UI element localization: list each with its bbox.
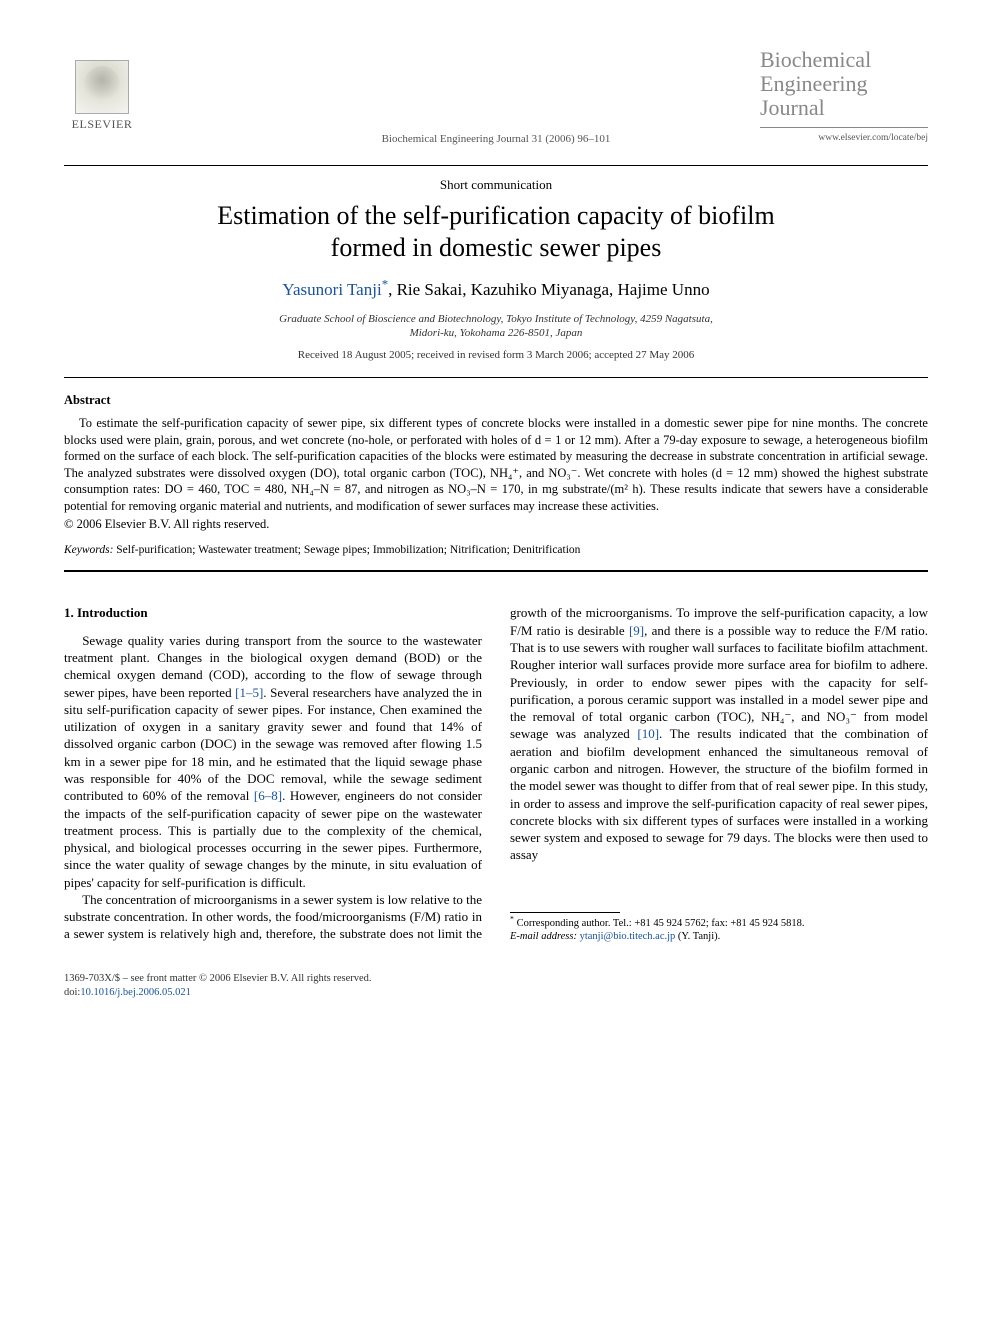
title-line: Estimation of the self-purification capa…: [217, 201, 774, 230]
text-run: . However, engineers do not consider the…: [64, 788, 482, 889]
journal-title-line: Journal: [760, 95, 825, 120]
reference-link[interactable]: [9]: [629, 623, 644, 638]
body-paragraph: Sewage quality varies during transport f…: [64, 632, 482, 891]
rule: [64, 165, 928, 166]
footnote-separator: [510, 912, 620, 913]
journal-title-line: Biochemical: [760, 47, 871, 72]
rule: [64, 570, 928, 572]
article-dates: Received 18 August 2005; received in rev…: [64, 348, 928, 363]
doi-label: doi:: [64, 987, 80, 998]
elsevier-tree-icon: [75, 60, 129, 114]
corr-marker: *: [510, 914, 514, 923]
abstract: Abstract To estimate the self-purificati…: [64, 392, 928, 533]
body: 1. Introduction Sewage quality varies du…: [64, 604, 928, 944]
email-label: E-mail address:: [510, 931, 577, 942]
reference-link[interactable]: [10]: [637, 726, 659, 741]
front-matter: 1369-703X/$ – see front matter © 2006 El…: [64, 973, 372, 984]
journal-title: Biochemical Engineering Journal: [760, 48, 928, 128]
journal-title-line: Engineering: [760, 71, 868, 96]
footer: 1369-703X/$ – see front matter © 2006 El…: [64, 972, 928, 999]
article-type: Short communication: [64, 176, 928, 194]
section-heading: 1. Introduction: [64, 604, 482, 621]
rule: [64, 377, 928, 378]
reference-link[interactable]: [1–5]: [235, 685, 263, 700]
text-run: . The results indicated that the combina…: [510, 726, 928, 862]
title-line: formed in domestic sewer pipes: [331, 233, 662, 262]
authors-rest: , Rie Sakai, Kazuhiko Miyanaga, Hajime U…: [388, 280, 710, 299]
article-title: Estimation of the self-purification capa…: [64, 200, 928, 265]
publisher-logo: ELSEVIER: [64, 48, 140, 132]
text-run: . Several researchers have analyzed the …: [64, 685, 482, 804]
journal-url[interactable]: www.elsevier.com/locate/bej: [760, 132, 928, 145]
email-link[interactable]: ytanji@bio.titech.ac.jp: [580, 931, 676, 942]
keywords: Keywords: Self-purification; Wastewater …: [64, 543, 928, 559]
reference-link[interactable]: [6–8]: [254, 788, 282, 803]
copyright: © 2006 Elsevier B.V. All rights reserved…: [64, 516, 928, 533]
header: ELSEVIER Biochemical Engineering Journal…: [64, 48, 928, 144]
publisher-name: ELSEVIER: [72, 116, 133, 132]
affiliation: Graduate School of Bioscience and Biotec…: [64, 312, 928, 341]
keywords-label: Keywords:: [64, 544, 113, 556]
footnote: * Corresponding author. Tel.: +81 45 924…: [510, 917, 928, 944]
authors: Yasunori Tanji*, Rie Sakai, Kazuhiko Miy…: [64, 279, 928, 302]
affiliation-line: Midori-ku, Yokohama 226-8501, Japan: [410, 327, 583, 339]
affiliation-line: Graduate School of Bioscience and Biotec…: [279, 313, 713, 325]
email-suffix: (Y. Tanji).: [678, 931, 720, 942]
abstract-paragraph: To estimate the self-purification capaci…: [64, 415, 928, 514]
text-run: , and there is a possible way to reduce …: [510, 623, 928, 742]
abstract-heading: Abstract: [64, 392, 928, 409]
journal-box: Biochemical Engineering Journal www.else…: [760, 48, 928, 144]
corr-text: Corresponding author. Tel.: +81 45 924 5…: [517, 918, 805, 929]
keywords-text: Self-purification; Wastewater treatment;…: [116, 544, 580, 556]
abstract-text: To estimate the self-purification capaci…: [64, 415, 928, 514]
corresponding-author[interactable]: Yasunori Tanji: [282, 280, 381, 299]
doi-link[interactable]: 10.1016/j.bej.2006.05.021: [80, 987, 191, 998]
